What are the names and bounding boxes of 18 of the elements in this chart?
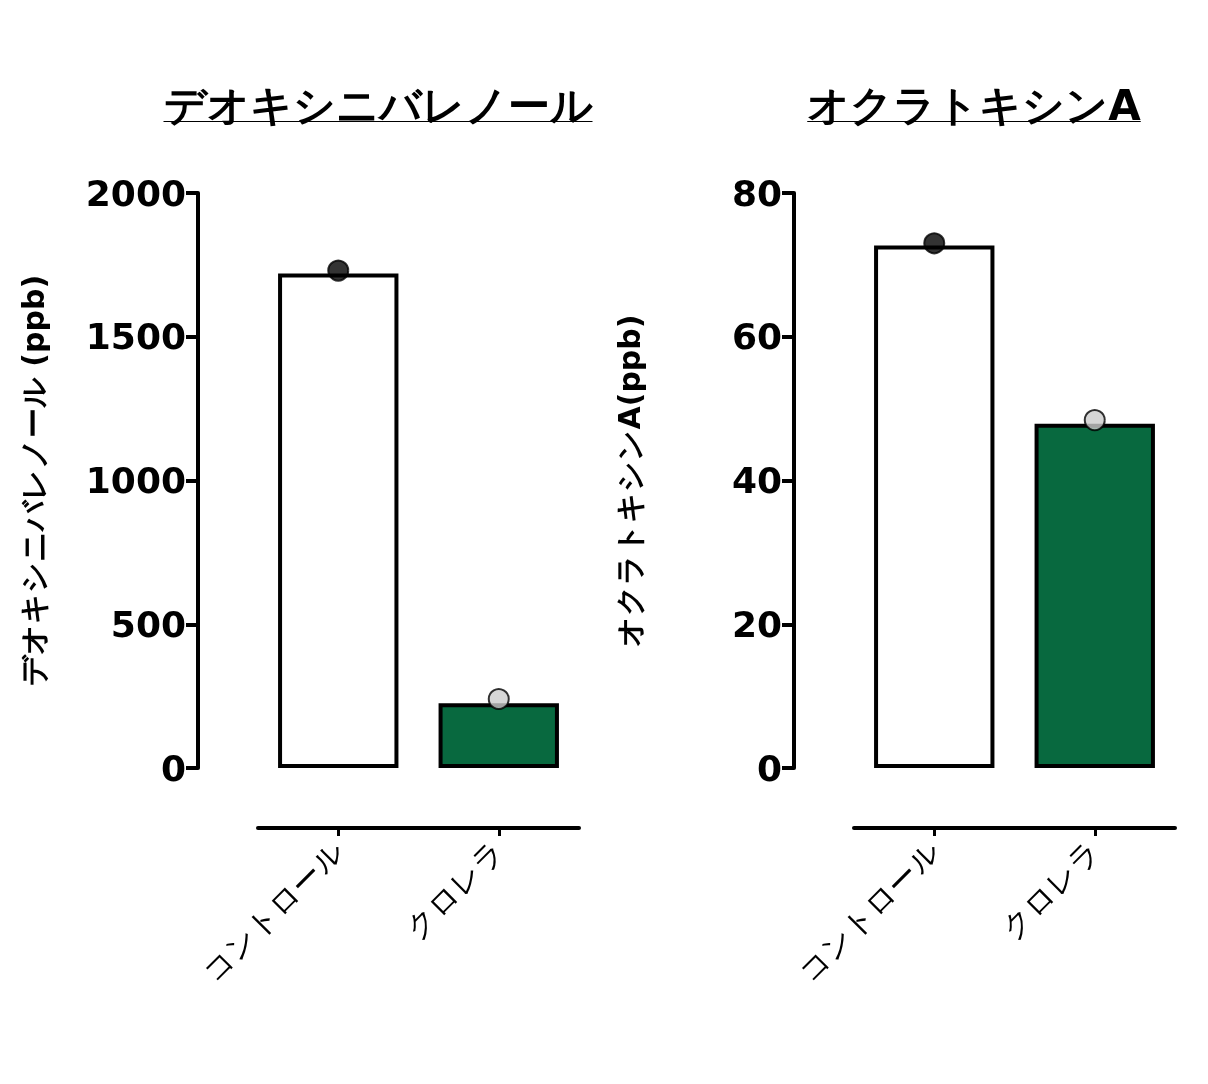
y-axis-title: オクラトキシンA(ppb) — [611, 314, 647, 647]
x-tick-label: クロレラ — [994, 833, 1108, 947]
y-tick-label: 1500 — [85, 316, 186, 358]
y-tick-label: 40 — [731, 460, 782, 501]
y-tick-label: 0 — [160, 747, 186, 789]
chart-title: デオキシニバレノール — [162, 80, 594, 132]
x-tick-label: コントロール — [791, 833, 947, 990]
x-tick-label: コントロール — [195, 833, 351, 990]
y-tick-label: 500 — [110, 603, 186, 645]
y-tick-label: 1000 — [85, 460, 186, 501]
y-tick-label: 2000 — [85, 172, 186, 214]
y-tick-label: 80 — [731, 172, 782, 214]
y-tick-label: 20 — [731, 603, 782, 645]
y-tick-label: 60 — [731, 316, 782, 358]
y-axis-title: デオキシニバレノール (ppb) — [15, 274, 51, 687]
chart-title: オクラトキシンA — [806, 80, 1142, 132]
x-tick-label: クロレラ — [398, 833, 512, 947]
y-tick-label: 0 — [756, 747, 782, 789]
